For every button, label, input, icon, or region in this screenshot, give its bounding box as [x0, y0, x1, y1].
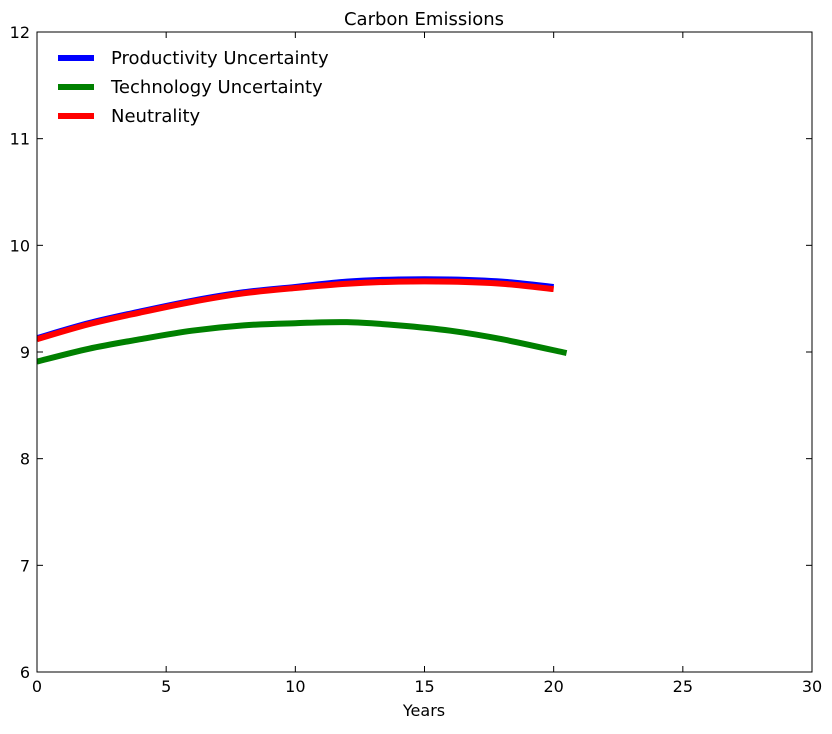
- y-tick-label: 8: [20, 450, 30, 469]
- y-tick-label: 9: [20, 343, 30, 362]
- legend-item-technology-uncertainty: Technology Uncertainty: [58, 77, 323, 98]
- x-tick-label: 25: [673, 677, 693, 696]
- x-tick-label: 10: [285, 677, 305, 696]
- legend-item-productivity-uncertainty: Productivity Uncertainty: [58, 48, 329, 69]
- legend-item-neutrality: Neutrality: [58, 106, 200, 127]
- x-axis-label: Years: [402, 701, 445, 720]
- y-tick-label: 12: [10, 23, 30, 42]
- x-tick-label: 15: [414, 677, 434, 696]
- chart-title: Carbon Emissions: [344, 9, 504, 30]
- legend-label: Productivity Uncertainty: [111, 48, 329, 69]
- legend-label: Neutrality: [111, 106, 200, 127]
- series-line-technology-uncertainty: [37, 319, 568, 365]
- x-tick-label: 30: [802, 677, 822, 696]
- x-tick-label: 20: [543, 677, 563, 696]
- legend: Productivity Uncertainty Technology Uncer…: [58, 48, 329, 127]
- y-tick-label: 11: [10, 130, 30, 149]
- y-tick-label: 10: [10, 236, 30, 255]
- x-tick-label: 5: [161, 677, 171, 696]
- y-tick-label: 6: [20, 663, 30, 682]
- x-tick-label: 0: [32, 677, 42, 696]
- legend-label: Technology Uncertainty: [110, 77, 323, 98]
- plot-frame: [36, 31, 813, 673]
- series-layer: [37, 276, 568, 365]
- y-tick-label: 7: [20, 556, 30, 575]
- series-line-neutrality: [37, 278, 554, 343]
- axes-layer: 0 5 10 15 20 25 30 6 7 8 9 10 11 12: [10, 23, 823, 696]
